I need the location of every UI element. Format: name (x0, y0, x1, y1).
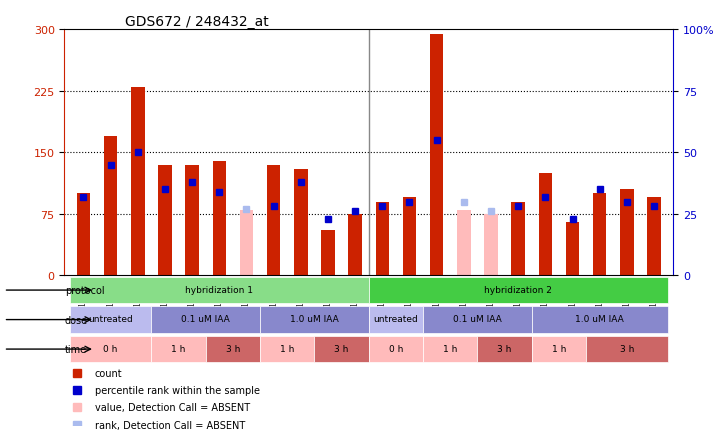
Text: GDS672 / 248432_at: GDS672 / 248432_at (125, 15, 269, 30)
Bar (647, 198, 661, 276)
Text: 0 h: 0 h (389, 344, 403, 353)
FancyBboxPatch shape (586, 336, 667, 362)
Text: 3 h: 3 h (619, 344, 634, 353)
Bar (538, 174, 552, 276)
Bar (430, 34, 443, 276)
Text: 1.0 uM IAA: 1.0 uM IAA (576, 315, 624, 324)
Text: 1 h: 1 h (280, 344, 294, 353)
Text: time: time (65, 344, 87, 354)
FancyBboxPatch shape (369, 277, 667, 304)
Text: untreated: untreated (374, 315, 418, 324)
Bar (349, 214, 362, 276)
Text: hybridization 2: hybridization 2 (484, 285, 552, 294)
FancyBboxPatch shape (532, 306, 667, 333)
Bar (158, 165, 172, 276)
Bar (294, 169, 308, 276)
Text: dose: dose (65, 315, 88, 325)
Text: value, Detection Call = ABSENT: value, Detection Call = ABSENT (95, 403, 250, 413)
FancyBboxPatch shape (205, 336, 260, 362)
Bar (185, 165, 199, 276)
FancyBboxPatch shape (478, 336, 532, 362)
FancyBboxPatch shape (260, 336, 314, 362)
Bar (593, 194, 606, 276)
Text: 0 h: 0 h (103, 344, 118, 353)
Bar (267, 165, 281, 276)
FancyBboxPatch shape (260, 306, 369, 333)
Text: 1.0 uM IAA: 1.0 uM IAA (290, 315, 339, 324)
Text: untreated: untreated (88, 315, 133, 324)
FancyBboxPatch shape (70, 336, 151, 362)
Bar (104, 137, 117, 276)
Text: 3 h: 3 h (334, 344, 349, 353)
FancyBboxPatch shape (532, 336, 586, 362)
Text: percentile rank within the sample: percentile rank within the sample (95, 385, 260, 395)
FancyBboxPatch shape (423, 336, 478, 362)
FancyBboxPatch shape (314, 336, 369, 362)
Bar (566, 223, 579, 276)
Text: 3 h: 3 h (226, 344, 240, 353)
Text: 0.1 uM IAA: 0.1 uM IAA (453, 315, 502, 324)
Text: rank, Detection Call = ABSENT: rank, Detection Call = ABSENT (95, 420, 245, 430)
Bar (131, 88, 145, 276)
Text: 3 h: 3 h (498, 344, 512, 353)
Bar (77, 194, 90, 276)
Bar (321, 231, 335, 276)
Text: 0.1 uM IAA: 0.1 uM IAA (181, 315, 230, 324)
Bar (213, 161, 226, 276)
Text: 1 h: 1 h (171, 344, 185, 353)
Text: hybridization 1: hybridization 1 (185, 285, 253, 294)
FancyBboxPatch shape (423, 306, 532, 333)
Text: protocol: protocol (65, 286, 105, 296)
Bar (375, 202, 389, 276)
FancyBboxPatch shape (151, 306, 260, 333)
Bar (457, 210, 470, 276)
Bar (620, 190, 634, 276)
Text: 1 h: 1 h (443, 344, 458, 353)
Bar (402, 198, 416, 276)
Bar (240, 210, 253, 276)
Bar (484, 214, 498, 276)
Text: count: count (95, 368, 122, 378)
Text: 1 h: 1 h (552, 344, 566, 353)
FancyBboxPatch shape (70, 306, 151, 333)
FancyBboxPatch shape (70, 277, 369, 304)
FancyBboxPatch shape (151, 336, 205, 362)
FancyBboxPatch shape (369, 306, 423, 333)
Bar (511, 202, 525, 276)
FancyBboxPatch shape (369, 336, 423, 362)
